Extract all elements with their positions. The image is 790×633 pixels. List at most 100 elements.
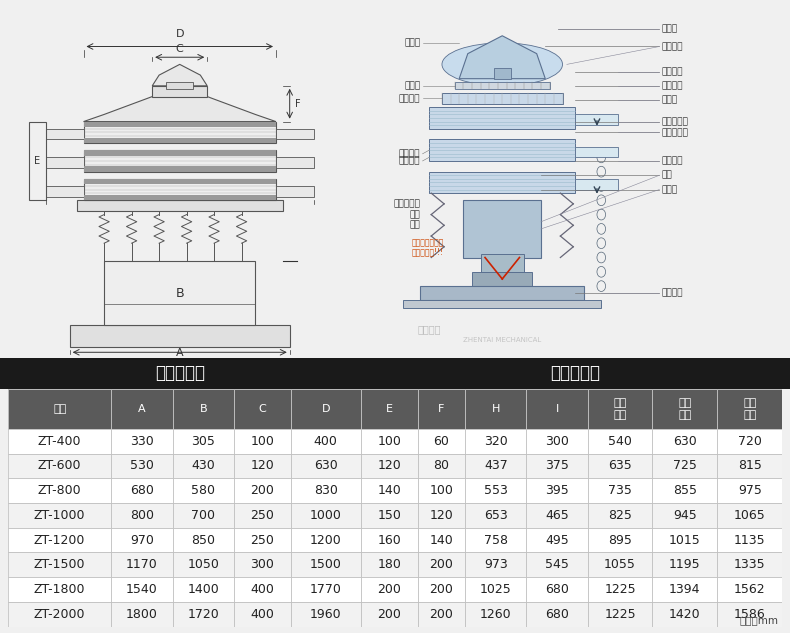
Bar	[653, 577, 717, 602]
Bar	[417, 528, 465, 553]
Text: 400: 400	[250, 583, 274, 596]
Bar	[588, 503, 653, 528]
Text: 束环: 束环	[410, 210, 420, 219]
Text: 1200: 1200	[310, 534, 341, 547]
Text: 1540: 1540	[126, 583, 158, 596]
Text: 进料口: 进料口	[661, 24, 678, 33]
Bar	[653, 429, 717, 454]
Text: 60: 60	[434, 435, 450, 448]
Bar	[465, 553, 526, 577]
Bar	[111, 479, 173, 503]
Bar	[234, 429, 291, 454]
Bar	[717, 479, 782, 503]
Bar	[111, 528, 173, 553]
Text: 外形尺寸图: 外形尺寸图	[155, 365, 205, 382]
Text: 1400: 1400	[187, 583, 219, 596]
Text: 680: 680	[130, 484, 154, 497]
Bar	[717, 454, 782, 479]
Text: 375: 375	[545, 460, 569, 472]
Bar	[84, 138, 276, 143]
Bar	[291, 479, 361, 503]
Bar	[717, 602, 782, 627]
Bar	[417, 389, 465, 429]
Text: 一般结构图: 一般结构图	[550, 365, 600, 382]
Bar	[234, 479, 291, 503]
Text: 300: 300	[545, 435, 569, 448]
Text: 735: 735	[608, 484, 632, 497]
Bar	[173, 577, 234, 602]
Text: 100: 100	[430, 484, 453, 497]
Bar	[276, 158, 314, 168]
Text: ZT-2000: ZT-2000	[34, 608, 85, 621]
Text: 200: 200	[430, 558, 453, 572]
Polygon shape	[459, 35, 545, 78]
Text: 720: 720	[738, 435, 762, 448]
Bar	[8, 389, 111, 429]
Bar	[717, 553, 782, 577]
Bar	[361, 454, 417, 479]
Text: 1770: 1770	[310, 583, 341, 596]
Bar	[291, 577, 361, 602]
Text: 防尘盖: 防尘盖	[404, 39, 420, 47]
Bar	[717, 503, 782, 528]
Text: 三层
高度: 三层 高度	[743, 398, 756, 420]
Text: 弹簧: 弹簧	[410, 221, 420, 230]
Bar	[111, 553, 173, 577]
Bar	[46, 158, 84, 168]
Text: 437: 437	[484, 460, 508, 472]
Text: 1562: 1562	[734, 583, 766, 596]
Bar	[291, 389, 361, 429]
Text: 140: 140	[378, 484, 401, 497]
Bar	[653, 454, 717, 479]
Bar	[417, 553, 465, 577]
Bar	[84, 179, 276, 184]
Text: 1335: 1335	[734, 558, 766, 572]
Bar	[173, 602, 234, 627]
Bar	[653, 389, 717, 429]
Bar	[588, 479, 653, 503]
Text: 1586: 1586	[734, 608, 766, 621]
Text: F: F	[438, 404, 445, 414]
Polygon shape	[84, 97, 276, 122]
Text: 160: 160	[378, 534, 401, 547]
Text: 辅助筛网: 辅助筛网	[661, 42, 683, 51]
Bar	[291, 429, 361, 454]
Text: H: H	[175, 370, 184, 380]
Text: 振体: 振体	[661, 171, 672, 180]
Bar	[291, 602, 361, 627]
Bar	[111, 454, 173, 479]
Text: 815: 815	[738, 460, 762, 472]
Text: 465: 465	[545, 509, 569, 522]
Text: 1720: 1720	[187, 608, 219, 621]
Bar	[361, 528, 417, 553]
Bar	[291, 553, 361, 577]
Bar	[465, 528, 526, 553]
Text: 250: 250	[250, 534, 274, 547]
Bar	[588, 528, 653, 553]
Bar	[465, 389, 526, 429]
Bar	[234, 389, 291, 429]
Text: 320: 320	[484, 435, 508, 448]
Text: 1960: 1960	[310, 608, 341, 621]
Text: 1500: 1500	[310, 558, 341, 572]
Bar	[653, 479, 717, 503]
Bar	[361, 479, 417, 503]
Text: 1420: 1420	[669, 608, 701, 621]
Bar	[166, 82, 194, 89]
Bar	[291, 528, 361, 553]
Bar	[575, 147, 619, 158]
Text: 底部框架: 底部框架	[399, 156, 420, 165]
Text: D: D	[322, 404, 330, 414]
Bar	[77, 200, 283, 211]
Bar	[653, 528, 717, 553]
Bar	[465, 454, 526, 479]
Bar	[173, 429, 234, 454]
Bar	[717, 528, 782, 553]
Bar	[359, 358, 790, 389]
Text: 额外重锤板: 额外重锤板	[661, 128, 688, 137]
Bar	[111, 503, 173, 528]
Bar	[526, 528, 588, 553]
Bar	[472, 272, 532, 286]
Bar	[234, 528, 291, 553]
Text: 上部重锤: 上部重锤	[661, 156, 683, 165]
